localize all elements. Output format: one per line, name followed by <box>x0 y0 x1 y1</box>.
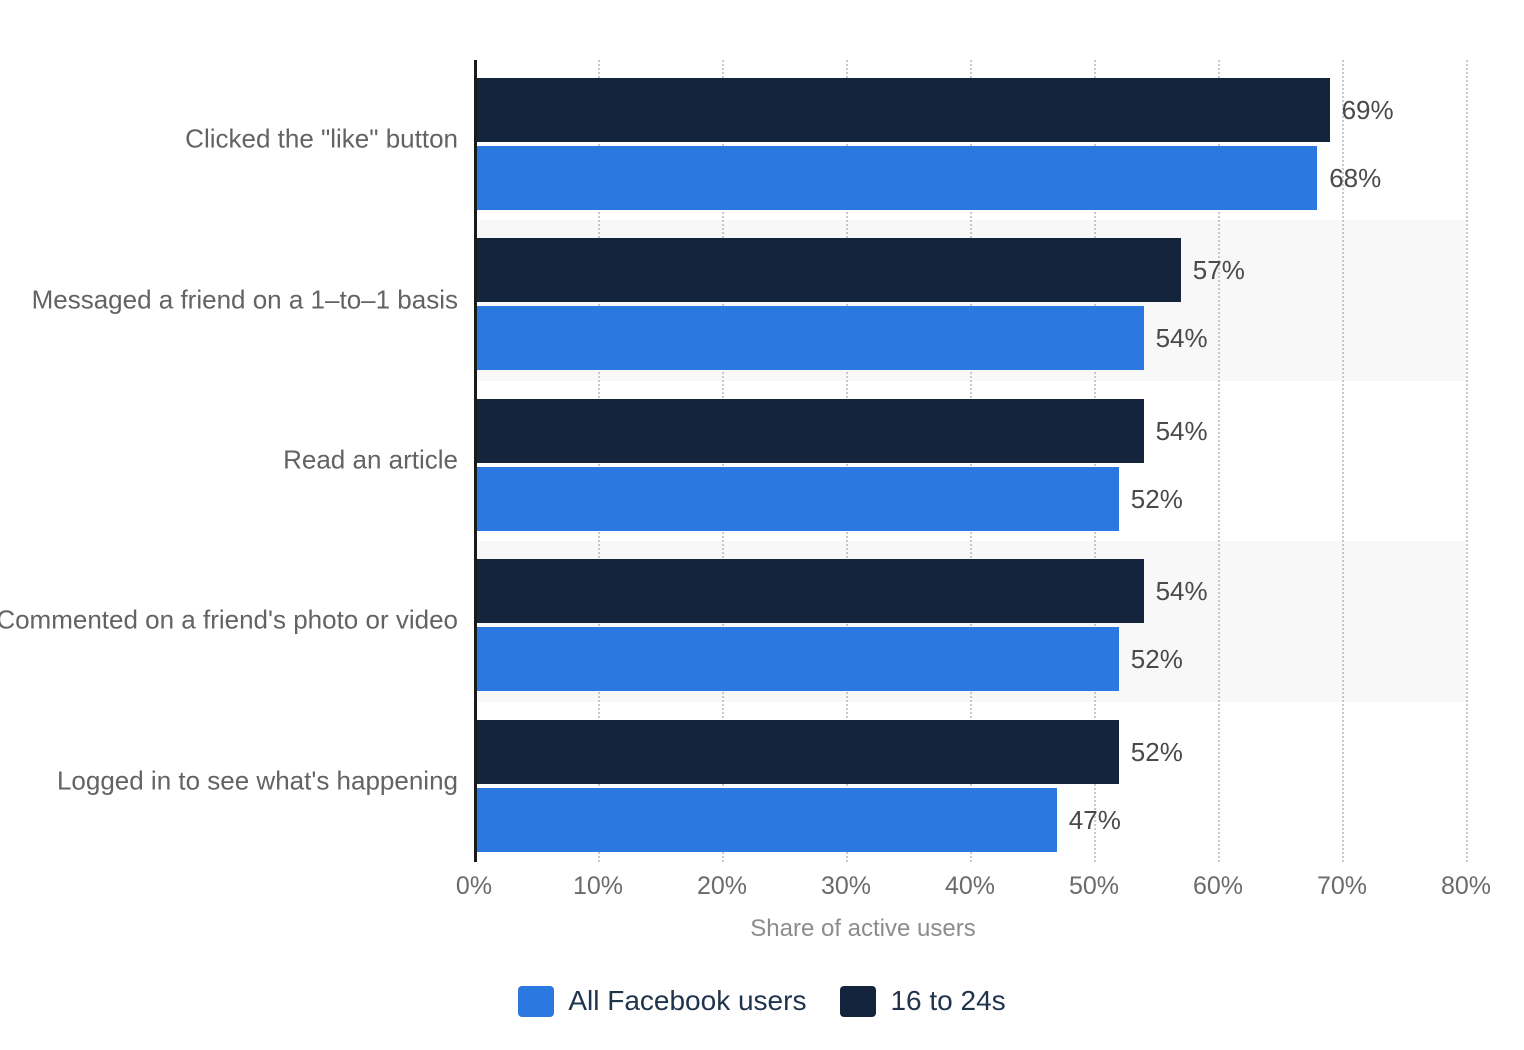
legend-label: All Facebook users <box>568 985 807 1016</box>
bar <box>474 627 1119 692</box>
bar <box>474 146 1318 210</box>
x-tick-label: 80% <box>1440 872 1492 900</box>
x-axis-title-text: Share of active users <box>750 915 976 942</box>
bar-value-label: 52% <box>1130 736 1183 767</box>
bar-value-label: 52% <box>1130 483 1183 514</box>
chart-legend: All Facebook users 16 to 24s <box>0 985 1524 1017</box>
bar-value-label: 52% <box>1130 644 1183 675</box>
bar <box>474 238 1181 303</box>
bars-layer: 69% 68% 57% 54% 54% 52% 54% 52% 52% 47% <box>474 60 1466 862</box>
gridline <box>1466 60 1468 862</box>
bar-value-label: 54% <box>1155 576 1208 607</box>
x-tick-label: 60% <box>1192 872 1244 900</box>
bar <box>474 78 1330 142</box>
bar <box>474 559 1144 624</box>
bar <box>474 466 1119 531</box>
x-tick-label: 70% <box>1316 872 1368 900</box>
gridline <box>1342 60 1344 862</box>
bar <box>474 787 1057 852</box>
y-axis-line <box>474 60 477 862</box>
bar <box>474 306 1144 371</box>
x-tick-label: 20% <box>696 872 748 900</box>
category-label: Clicked the "like" button <box>185 123 458 154</box>
bar <box>474 398 1144 463</box>
category-label: Commented on a friend's photo or video <box>0 604 458 635</box>
legend-swatch-icon <box>840 985 877 1017</box>
x-tick-label: 0% <box>455 872 493 900</box>
category-label: Logged in to see what's happening <box>56 765 458 796</box>
bar-value-label: 47% <box>1068 804 1121 835</box>
bar <box>474 719 1119 784</box>
category-label: Read an article <box>283 444 458 475</box>
x-tick-label: 10% <box>572 872 624 900</box>
x-tick-label: 50% <box>1068 872 1120 900</box>
legend-label: 16 to 24s <box>890 985 1006 1016</box>
category-label: Messaged a friend on a 1–to–1 basis <box>31 284 458 315</box>
bar-value-label: 68% <box>1329 163 1382 193</box>
legend-swatch-icon <box>518 985 555 1017</box>
gridline <box>1218 60 1220 862</box>
x-tick-label: 30% <box>820 872 872 900</box>
plot-area: 69% 68% 57% 54% 54% 52% 54% 52% 52% 47% <box>474 60 1468 862</box>
x-axis-title: Share of active users <box>0 915 1524 943</box>
x-tick-label: 40% <box>944 872 996 900</box>
bar-value-label: 69% <box>1341 95 1394 125</box>
bar-value-label: 57% <box>1192 255 1245 286</box>
bar-value-label: 54% <box>1155 415 1208 446</box>
legend-item[interactable]: 16 to 24s <box>840 985 1006 1017</box>
bar-value-label: 54% <box>1155 323 1208 354</box>
legend-item[interactable]: All Facebook users <box>518 985 806 1017</box>
